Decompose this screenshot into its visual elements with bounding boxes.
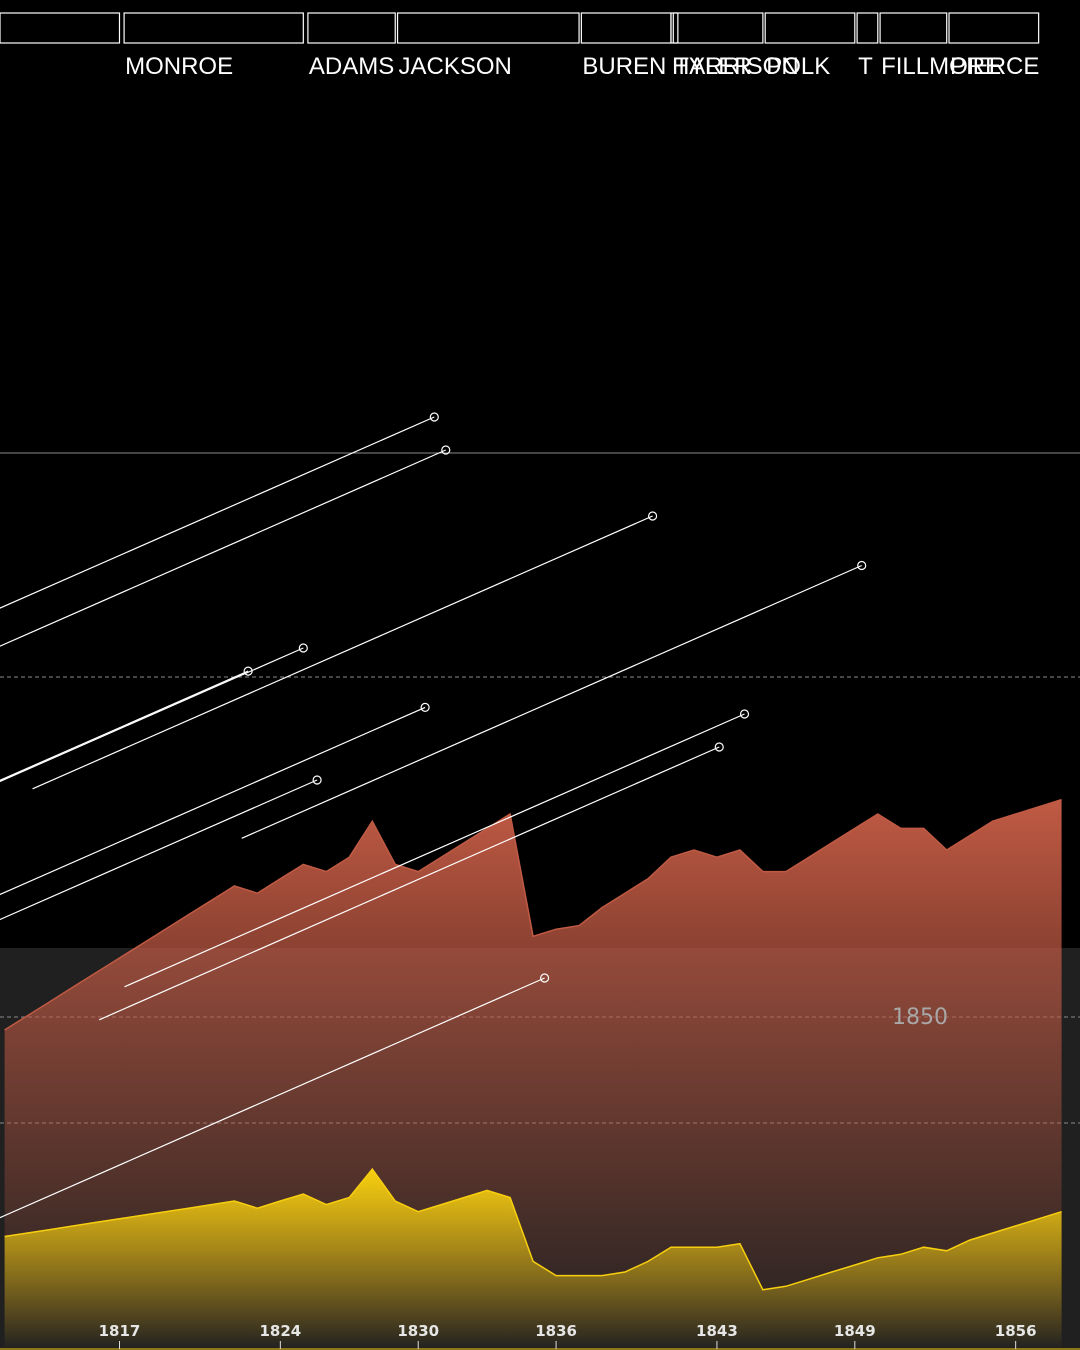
x-tick-label: 1843 [696,1322,738,1340]
x-tick-label: 1836 [535,1322,577,1340]
x-tick-label: 1824 [259,1322,301,1340]
presidency-box [307,12,396,44]
diagonal-lines [0,412,867,1219]
x-tick-label: 1849 [834,1322,876,1340]
trend-line [0,670,249,781]
presidency-label: HARRISON [672,53,799,80]
presidency-boxes [0,12,1040,44]
yellow-area [4,1169,1062,1350]
presidency-box [123,12,304,44]
trend-marker [298,643,308,653]
presidency-label: JACKSON [399,53,512,80]
trend-line [0,416,435,609]
presidency-box [879,12,948,44]
trend-line [0,706,426,896]
trend-line [0,977,545,1219]
yellow-area-line [4,1167,1062,1291]
trend-marker [429,412,439,422]
trend-marker [420,702,430,713]
presidency-box [856,12,879,44]
trend-marker [243,666,253,676]
trend-line [241,564,862,839]
presidency-box [764,12,856,44]
presidency-label: T [858,53,873,80]
x-axis: 1817 1824 1830 1836 1843 1849 1856 [99,1322,1037,1349]
presidency-label: PIERCE [950,53,1039,80]
presidency-box [0,12,121,44]
trend-line [0,779,318,921]
trend-marker [312,775,322,785]
x-tick-label: 1817 [99,1322,141,1340]
trend-marker [714,742,724,752]
trend-line [0,647,304,783]
x-tick-label: 1856 [995,1322,1037,1340]
trend-marker [647,511,658,521]
trend-line [32,515,653,790]
presidency-label: TYLER [674,53,751,80]
presidency-box [672,12,764,44]
presidency-label: POLK [766,53,830,80]
ref-year-label: 1850 [892,1005,948,1030]
presidency-box [948,12,1040,44]
presidency-label: BUREN [582,53,666,80]
trend-marker [857,560,867,571]
trend-marker [739,709,750,719]
presidency-box [396,12,580,44]
trend-line [0,449,447,647]
trend-marker [539,973,550,983]
x-tick-label: 1830 [397,1322,439,1340]
presidency-label: ADAMS [309,53,394,80]
trend-line [124,713,745,988]
red-area-line [4,798,1062,1031]
trend-marker [441,445,451,455]
presidency-label: MONROE [125,53,233,80]
trend-line [98,746,720,1021]
presidency-label: FILLMORE [881,53,1001,80]
